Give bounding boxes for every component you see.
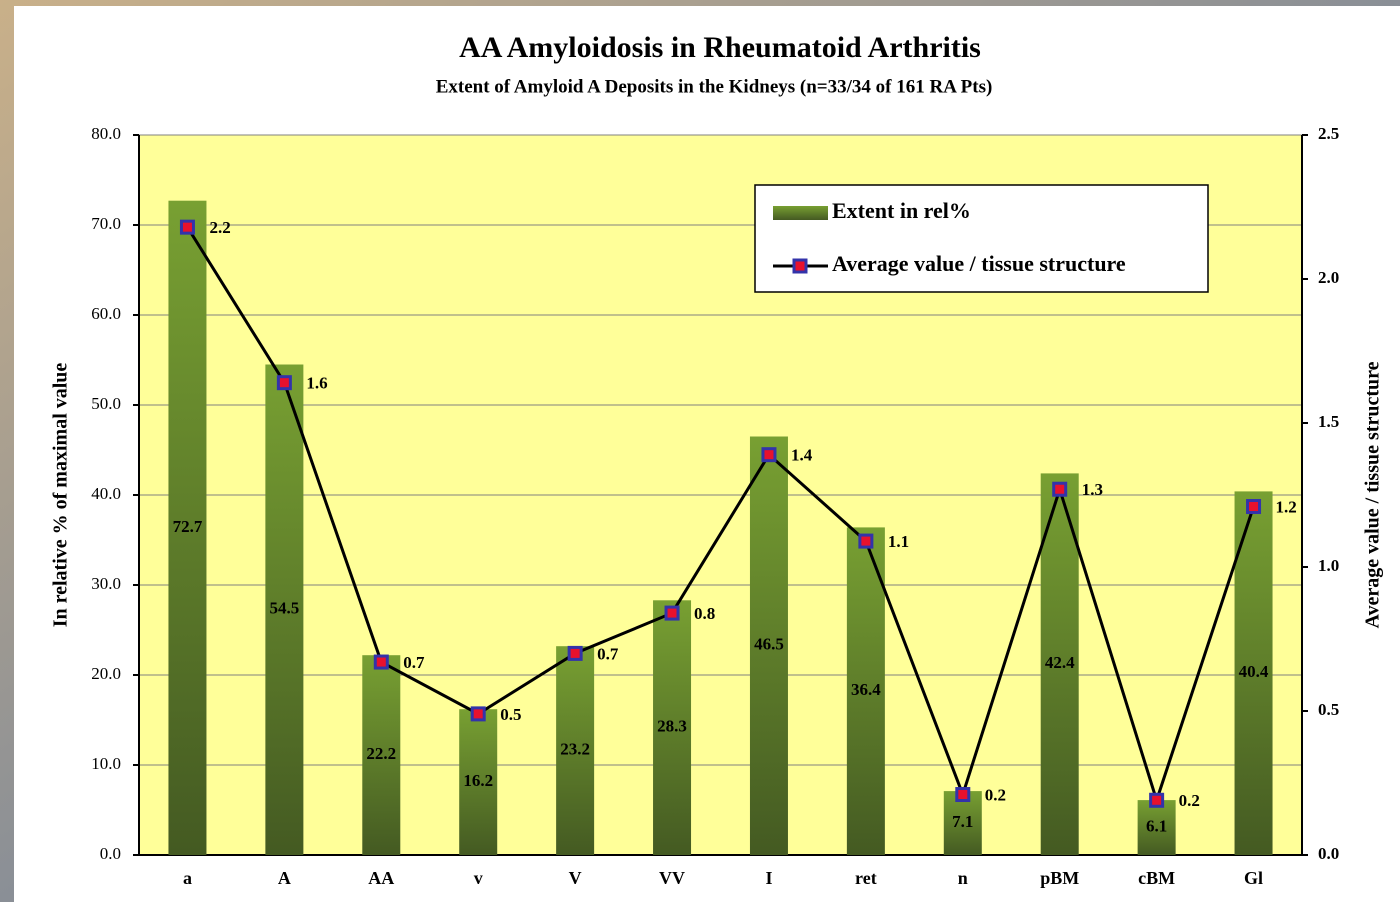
marker bbox=[278, 377, 290, 389]
bar-value-label: 23.2 bbox=[560, 740, 590, 759]
y2-tick-label: 2.5 bbox=[1318, 124, 1339, 143]
x-tick-label: A bbox=[278, 868, 291, 888]
y-tick-label: 60.0 bbox=[91, 304, 121, 323]
y2-axis-label: Average value / tissue structure bbox=[1362, 361, 1384, 628]
y-tick-label: 10.0 bbox=[91, 754, 121, 773]
bar-value-label: 28.3 bbox=[657, 717, 687, 736]
line-value-label: 1.1 bbox=[888, 532, 909, 551]
legend-label: Extent in rel% bbox=[832, 198, 971, 223]
x-tick-label: I bbox=[765, 868, 772, 888]
legend-swatch bbox=[773, 206, 828, 220]
bar-value-label: 46.5 bbox=[754, 635, 784, 654]
line-value-label: 1.4 bbox=[791, 446, 813, 465]
x-tick-label: pBM bbox=[1040, 868, 1079, 888]
x-tick-label: cBM bbox=[1138, 868, 1175, 888]
y-tick-label: 40.0 bbox=[91, 484, 121, 503]
y2-tick-label: 2.0 bbox=[1318, 268, 1339, 287]
legend-label: Average value / tissue structure bbox=[832, 251, 1126, 276]
bar-value-label: 6.1 bbox=[1146, 816, 1167, 835]
line-value-label: 0.7 bbox=[403, 653, 425, 672]
y2-tick-label: 1.0 bbox=[1318, 556, 1339, 575]
bar-value-label: 16.2 bbox=[463, 771, 493, 790]
marker bbox=[375, 656, 387, 668]
marker bbox=[957, 789, 969, 801]
bar-value-label: 36.4 bbox=[851, 680, 881, 699]
y-tick-label: 0.0 bbox=[100, 844, 121, 863]
marker bbox=[1248, 501, 1260, 513]
y-tick-label: 70.0 bbox=[91, 214, 121, 233]
x-tick-label: n bbox=[958, 868, 968, 888]
line-value-label: 0.5 bbox=[500, 705, 521, 724]
marker bbox=[472, 708, 484, 720]
marker bbox=[666, 607, 678, 619]
y-tick-label: 50.0 bbox=[91, 394, 121, 413]
marker bbox=[1054, 483, 1066, 495]
line-value-label: 2.2 bbox=[209, 218, 230, 237]
bar-value-label: 72.7 bbox=[173, 517, 203, 536]
line-value-label: 0.7 bbox=[597, 644, 619, 663]
bar-value-label: 40.4 bbox=[1239, 662, 1269, 681]
bar-value-label: 42.4 bbox=[1045, 653, 1075, 672]
y2-tick-label: 0.0 bbox=[1318, 844, 1339, 863]
chart: AA Amyloidosis in Rheumatoid Arthritis E… bbox=[0, 0, 1400, 902]
legend-marker bbox=[794, 260, 806, 272]
x-tick-label: a bbox=[183, 868, 192, 888]
line-value-label: 1.3 bbox=[1082, 480, 1103, 499]
bar-value-label: 22.2 bbox=[366, 744, 396, 763]
line-value-label: 1.6 bbox=[306, 374, 327, 393]
x-tick-label: VV bbox=[659, 868, 685, 888]
y-tick-label: 30.0 bbox=[91, 574, 121, 593]
x-tick-label: Gl bbox=[1244, 868, 1263, 888]
chart-title: AA Amyloidosis in Rheumatoid Arthritis bbox=[459, 31, 981, 64]
marker bbox=[763, 449, 775, 461]
x-tick-label: AA bbox=[368, 868, 394, 888]
x-tick-label: ret bbox=[855, 868, 877, 888]
bar-value-label: 54.5 bbox=[270, 599, 300, 618]
line-value-label: 1.2 bbox=[1276, 497, 1297, 516]
y2-tick-label: 1.5 bbox=[1318, 412, 1339, 431]
y-axis-label: In relative % of maximal value bbox=[50, 363, 72, 628]
chart-subtitle: Extent of Amyloid A Deposits in the Kidn… bbox=[436, 76, 993, 97]
line-value-label: 0.2 bbox=[1179, 791, 1200, 810]
y-tick-label: 20.0 bbox=[91, 664, 121, 683]
y2-tick-label: 0.5 bbox=[1318, 700, 1339, 719]
y-tick-label: 80.0 bbox=[91, 124, 121, 143]
bar-value-label: 7.1 bbox=[952, 812, 973, 831]
marker bbox=[181, 221, 193, 233]
marker bbox=[1151, 794, 1163, 806]
line-value-label: 0.2 bbox=[985, 785, 1006, 804]
marker bbox=[569, 647, 581, 659]
x-tick-label: v bbox=[474, 868, 483, 888]
x-tick-label: V bbox=[569, 868, 582, 888]
marker bbox=[860, 535, 872, 547]
line-value-label: 0.8 bbox=[694, 604, 715, 623]
